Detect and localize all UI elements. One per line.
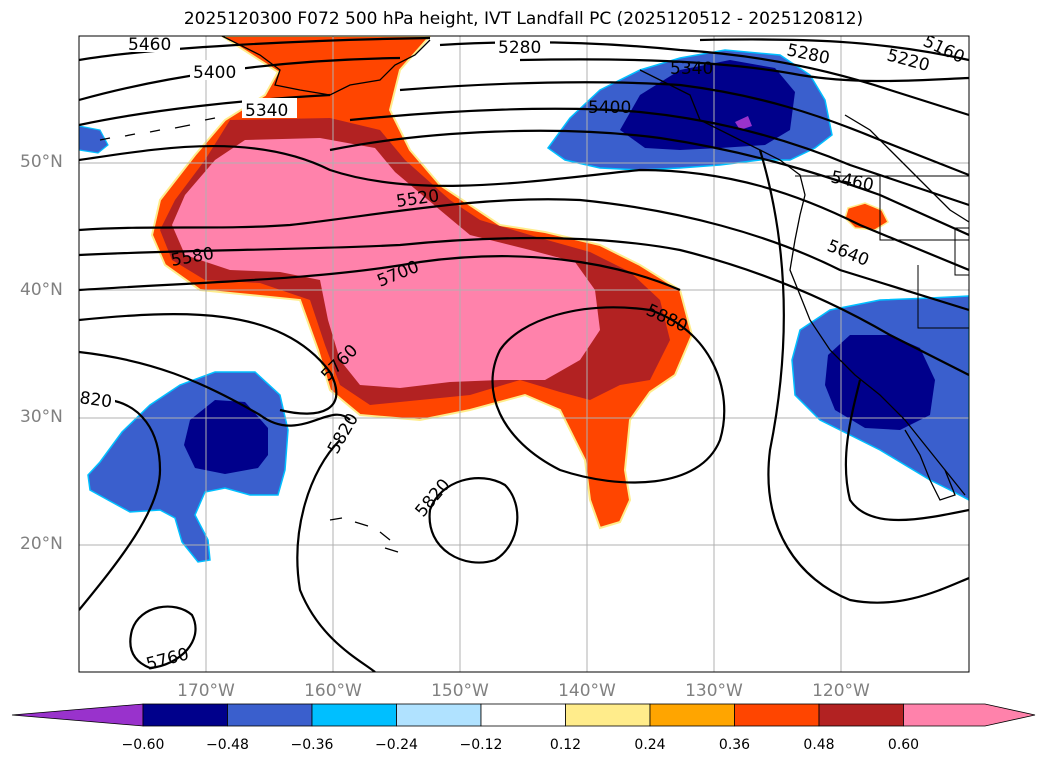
colorbar-segment-6 xyxy=(565,703,651,727)
contour-label-820: 820 xyxy=(78,388,113,412)
contour-5580 xyxy=(79,198,969,312)
aleutian-islands xyxy=(99,117,216,141)
colorbar-tick-neg024: −0.24 xyxy=(375,737,418,753)
contour-5460-west xyxy=(79,36,431,62)
contour-label-5340-north: 5340 xyxy=(670,59,713,79)
canada-coast xyxy=(639,69,966,496)
negative-navy-east xyxy=(825,335,935,430)
lon-label-160w: 160°W xyxy=(304,681,362,701)
contour-5820-a xyxy=(79,350,351,427)
lat-label-50n: 50°N xyxy=(20,152,63,172)
positive-pink-shade xyxy=(172,138,600,388)
colorbar-segment-0 xyxy=(11,703,144,727)
contour-5640 xyxy=(79,236,969,376)
contour-5820-ring xyxy=(428,477,519,564)
colorbar-segment-10 xyxy=(903,703,1036,727)
colorbar-segment-2 xyxy=(227,703,313,727)
lat-label-40n: 40°N xyxy=(20,280,63,300)
contour-5460-mid xyxy=(329,129,969,237)
colorbar-segment-7 xyxy=(649,703,735,727)
lon-label-120w: 120°W xyxy=(812,681,870,701)
colorbar-tick-048: 0.48 xyxy=(803,737,835,753)
contour-label-5400-north: 5400 xyxy=(588,98,631,118)
lon-label-170w: 170°W xyxy=(177,681,235,701)
contour-5820-east xyxy=(844,379,969,522)
gridlines xyxy=(79,36,969,672)
baja-coast xyxy=(904,429,956,501)
negative-purple-core xyxy=(735,116,752,130)
lon-label-130w: 130°W xyxy=(685,681,743,701)
positive-ivt-region xyxy=(150,36,889,530)
negative-blue-northwest xyxy=(79,125,109,154)
colorbar-segment-1 xyxy=(142,703,228,727)
colorbar-tick-060: 0.60 xyxy=(887,737,920,753)
contour-5820-south xyxy=(296,439,376,672)
colorbar-segment-5 xyxy=(480,703,566,727)
colorbar-tick-neg048: −0.48 xyxy=(206,737,249,753)
colorbar-segment-4 xyxy=(396,703,482,727)
colorbar-tick-neg060: −0.60 xyxy=(121,737,165,753)
colorbar-tick-036: 0.36 xyxy=(718,737,751,753)
contour-label-5400-west: 5400 xyxy=(193,63,236,83)
contour-5340-north xyxy=(399,81,969,177)
contour-5760-south xyxy=(79,398,162,611)
colorbar xyxy=(11,703,1036,727)
colorbar-tick-neg012: −0.12 xyxy=(459,737,503,753)
lon-label-150w: 150°W xyxy=(431,681,489,701)
colorbar-segment-8 xyxy=(734,703,820,727)
contour-5220-north xyxy=(519,58,969,83)
contour-label-5460-west: 5460 xyxy=(128,35,171,55)
contour-5760-a xyxy=(79,313,338,415)
lon-label-140w: 140°W xyxy=(558,681,616,701)
contour-5160-north xyxy=(699,38,969,62)
colorbar-segment-9 xyxy=(818,703,904,727)
contour-5520 xyxy=(79,144,969,272)
lat-label-30n: 30°N xyxy=(20,407,63,427)
colorbar-segment-3 xyxy=(311,703,397,727)
contour-5760-east xyxy=(758,149,969,604)
plot-border xyxy=(78,35,970,673)
contour-5400-north xyxy=(349,107,969,207)
colorbar-tick-neg036: −0.36 xyxy=(290,737,334,753)
hawaii-islands xyxy=(329,517,399,553)
contour-label-5280-center: 5280 xyxy=(498,38,541,58)
contour-label-5340-west: 5340 xyxy=(245,101,288,121)
colorbar-tick-012: 0.12 xyxy=(549,737,582,753)
contour-5880-ring xyxy=(491,306,726,484)
contour-5700 xyxy=(79,255,681,292)
contour-5340-west xyxy=(79,93,331,127)
northwest-land-outline xyxy=(844,114,969,223)
colorbar-tick-024: 0.24 xyxy=(634,737,666,753)
map-title: 2025120300 F072 500 hPa height, IVT Land… xyxy=(183,9,864,29)
lat-label-20n: 20°N xyxy=(20,534,63,554)
contour-5760-ring xyxy=(129,605,197,670)
